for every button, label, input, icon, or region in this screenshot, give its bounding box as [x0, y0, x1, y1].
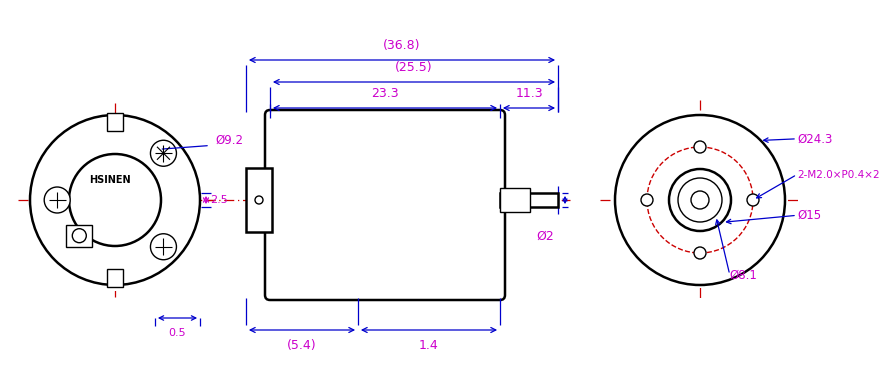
Text: 1.4: 1.4 [419, 339, 439, 352]
Text: 2.5: 2.5 [210, 195, 228, 205]
Text: (5.4): (5.4) [287, 339, 317, 352]
Circle shape [641, 194, 653, 206]
Text: 2-M2.0×P0.4×2dp.: 2-M2.0×P0.4×2dp. [797, 169, 880, 179]
Circle shape [150, 234, 177, 260]
Text: (25.5): (25.5) [395, 61, 433, 74]
Text: Ø8.1: Ø8.1 [730, 268, 758, 281]
Text: Ø9.2: Ø9.2 [215, 134, 243, 147]
Circle shape [150, 140, 177, 166]
Circle shape [30, 115, 200, 285]
Text: HSINEN: HSINEN [89, 175, 131, 185]
Text: 0.5: 0.5 [169, 328, 187, 338]
Circle shape [72, 229, 86, 243]
FancyBboxPatch shape [265, 110, 505, 300]
Text: Ø15: Ø15 [797, 209, 821, 222]
Text: Ø2: Ø2 [536, 230, 554, 243]
Bar [500, 193, 558, 207]
Text: Ø24.3: Ø24.3 [797, 132, 832, 145]
Circle shape [669, 169, 731, 231]
Bar [107, 269, 123, 287]
Text: 23.3: 23.3 [371, 87, 399, 100]
Circle shape [694, 141, 706, 153]
Text: (36.8): (36.8) [384, 39, 421, 52]
Circle shape [255, 196, 263, 204]
Circle shape [615, 115, 785, 285]
Circle shape [678, 178, 722, 222]
Circle shape [44, 187, 70, 213]
Circle shape [69, 154, 161, 246]
Bar [246, 168, 272, 232]
Bar [500, 188, 530, 212]
Circle shape [691, 191, 709, 209]
Bar [107, 113, 123, 131]
Circle shape [747, 194, 759, 206]
Circle shape [694, 247, 706, 259]
Text: 11.3: 11.3 [515, 87, 543, 100]
Bar [66, 225, 92, 247]
